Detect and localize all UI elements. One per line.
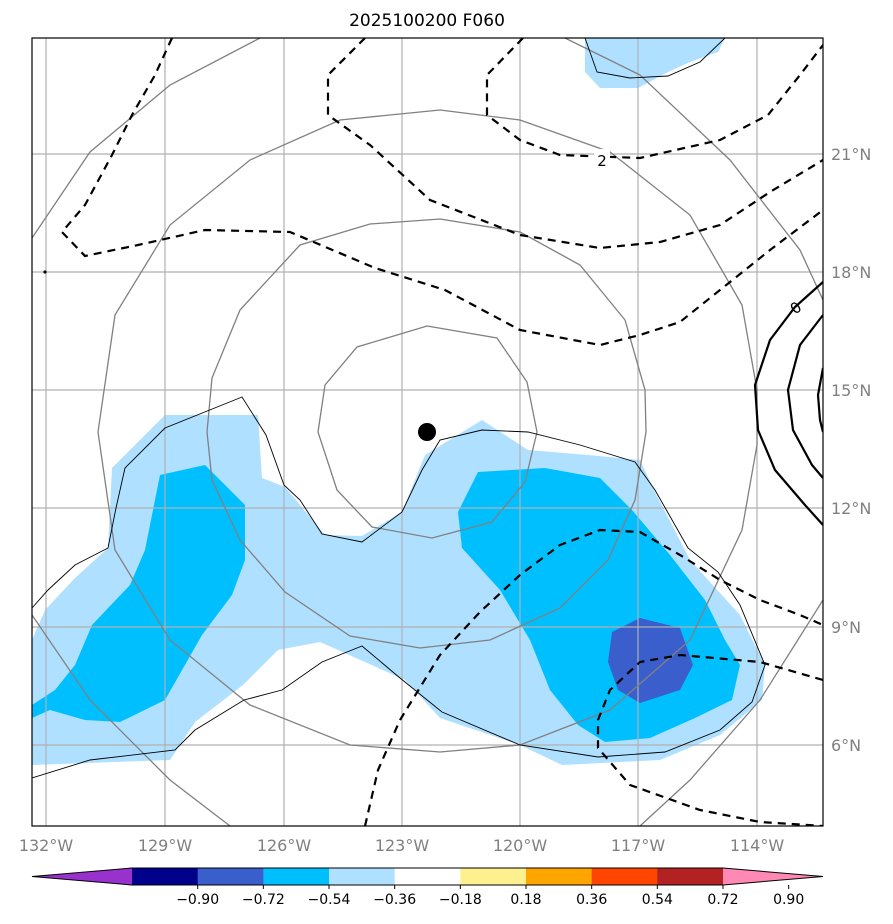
lat-axis: 21°N 18°N 15°N 12°N 9°N 6°N [831,145,871,755]
colorbar-swatch [263,868,330,885]
colorbar-swatch [591,868,658,885]
lon-tick-label: 114°W [730,836,785,855]
range-ring-3 [97,109,758,753]
lon-tick-label: 117°W [611,836,666,855]
lat-tick-label: 21°N [831,145,871,164]
colorbar-tick-label: −0.90 [176,892,219,908]
lat-tick-label: 6°N [831,736,861,755]
lat-tick-label: 18°N [831,263,871,282]
solid-contour-2 [786,314,823,479]
lat-tick-label: 12°N [831,499,871,518]
colorbar-tick-label: 0.72 [707,892,738,908]
colorbar-tick-label: −0.54 [308,892,351,908]
map-frame [31,37,824,827]
outline-contours [32,38,766,779]
colorbar: −0.90 −0.72 −0.54 −0.36 −0.18 0.18 0.36 0.54 0.7… [31,867,824,908]
solid-contour-3 [816,367,823,433]
solid-contours [753,281,823,526]
lon-tick-label: 123°W [375,836,430,855]
outline-contour-top [584,38,726,79]
dashed-contour-top [60,38,823,347]
colorbar-tick-label: 0.90 [773,892,804,908]
colorbar-extend-min [32,868,132,885]
colorbar-tick-label: 0.18 [510,892,541,908]
colorbar-swatch [197,868,264,885]
figure-title: 2025100200 F060 [349,11,505,31]
storm-center-marker [418,423,436,441]
lon-axis: 132°W 129°W 126°W 123°W 120°W 117°W 114°… [19,836,785,855]
map-panel: 2 0 [32,38,823,826]
colorbar-swatch [460,868,527,885]
dashed-contour-south [363,528,823,826]
colorbar-extend-max [723,868,823,885]
colorbar-tick-label: −0.18 [439,892,482,908]
lon-tick-label: 132°W [19,836,74,855]
graticule [32,38,823,826]
solid-contour-1 [753,281,823,526]
dashed-contour-se [596,653,823,826]
contour-label-2: 2 [597,152,607,170]
outline-contour [32,396,766,779]
range-ring-1 [317,325,538,539]
colorbar-swatch [329,868,396,885]
stray-dot-marker [43,270,47,274]
colorbar-tick-label: −0.72 [242,892,285,908]
colorbar-tick-label: 0.54 [642,892,673,908]
lon-tick-label: 129°W [138,836,193,855]
range-ring-4c [32,614,231,826]
colorbar-tick-label: −0.36 [373,892,416,908]
lon-tick-label: 126°W [257,836,312,855]
range-ring-4d [639,599,823,826]
range-ring-4b [564,38,823,301]
lon-tick-label: 120°W [493,836,548,855]
lat-tick-label: 9°N [831,618,861,637]
contour-label-bg [594,149,610,167]
colorbar-outline [31,867,824,886]
range-ring-2 [206,218,647,649]
colorbar-swatch [132,868,199,885]
shade-mid-west [32,465,245,722]
colorbar-swatch [394,868,461,885]
colorbar-tick-label: 0.36 [576,892,607,908]
lat-tick-label: 15°N [831,381,871,400]
colorbar-swatch [526,868,593,885]
shade-light-top [585,38,725,88]
colorbar-swatch [657,868,724,885]
